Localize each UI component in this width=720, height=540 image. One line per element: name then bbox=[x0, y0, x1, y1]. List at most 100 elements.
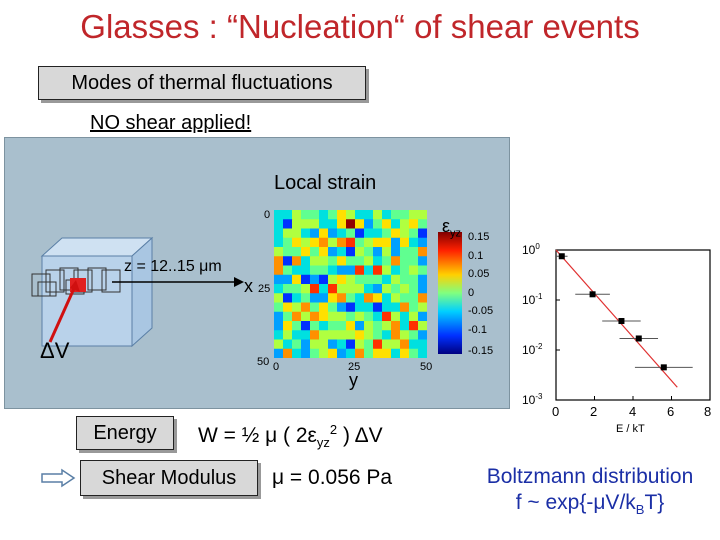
heatmap-cell bbox=[382, 302, 392, 313]
shear-modulus-label-box: Shear Modulus bbox=[80, 460, 258, 496]
heatmap-cell bbox=[355, 311, 365, 322]
heatmap-cell bbox=[292, 293, 302, 303]
heatmap-cell bbox=[355, 219, 365, 229]
energy-formula: W = ½ μ ( 2εyz2 ) ΔV bbox=[198, 422, 383, 451]
heatmap-cell bbox=[382, 293, 392, 303]
heatmap-cell bbox=[391, 284, 401, 294]
heatmap-cell bbox=[283, 348, 293, 358]
heatmap-cell bbox=[274, 339, 284, 350]
heatmap-cell bbox=[364, 256, 374, 266]
no-shear-label: NO shear applied! bbox=[90, 112, 252, 134]
heatmap-cell bbox=[355, 284, 365, 294]
heatmap-cell bbox=[283, 274, 293, 285]
heatmap-cell bbox=[292, 210, 302, 220]
heatmap-cell bbox=[337, 210, 347, 220]
heatmap-cell bbox=[364, 237, 374, 248]
heatmap-cell bbox=[328, 348, 338, 358]
heatmap-cell bbox=[409, 219, 419, 229]
heatmap-cell bbox=[274, 228, 284, 239]
heatmap-cell bbox=[382, 284, 392, 294]
delta-v-arrow bbox=[48, 280, 80, 343]
heatmap-cell bbox=[382, 321, 392, 331]
heatmap-cell bbox=[400, 284, 410, 294]
heatmap-cell bbox=[319, 256, 329, 266]
heatmap-cell bbox=[373, 339, 383, 350]
heatmap-cell bbox=[373, 348, 383, 358]
heatmap-cell bbox=[283, 210, 293, 220]
heatmap-cell bbox=[373, 330, 383, 340]
heatmap-cell bbox=[292, 237, 302, 248]
heatmap-cell bbox=[355, 330, 365, 340]
boltzmann-text: Boltzmann distribution f ~ exp{-μV/kBT} bbox=[460, 464, 720, 523]
heatmap-cell bbox=[373, 219, 383, 229]
heatmap-cell bbox=[328, 339, 338, 350]
heatmap-cell bbox=[373, 237, 383, 248]
heatmap-cell bbox=[337, 228, 347, 239]
heatmap-cell bbox=[310, 293, 320, 303]
heatmap-cell bbox=[283, 247, 293, 257]
heatmap-cell bbox=[391, 247, 401, 257]
heatmap-cell bbox=[382, 265, 392, 276]
heatmap-cell bbox=[391, 321, 401, 331]
heatmap-cell bbox=[400, 348, 410, 358]
heatmap-cell bbox=[274, 256, 284, 266]
heatmap-cell bbox=[283, 293, 293, 303]
heatmap-cell bbox=[337, 256, 347, 266]
heatmap-y-axis-label: y bbox=[349, 370, 358, 390]
heatmap-cell bbox=[274, 247, 284, 257]
heatmap-cell bbox=[364, 265, 374, 276]
chart-x-tick-6: 6 bbox=[667, 404, 674, 419]
chart-point bbox=[618, 318, 625, 325]
heatmap-cell bbox=[292, 321, 302, 331]
heatmap-cell bbox=[373, 210, 383, 220]
heatmap-cell bbox=[391, 265, 401, 276]
heatmap-cell bbox=[310, 302, 320, 313]
heatmap-cell bbox=[328, 293, 338, 303]
heatmap-cell bbox=[391, 311, 401, 322]
heatmap-cell bbox=[400, 293, 410, 303]
heatmap-cell bbox=[301, 219, 311, 229]
heatmap-cell bbox=[346, 247, 356, 257]
heatmap-cell bbox=[373, 265, 383, 276]
chart-fit-line bbox=[555, 249, 678, 388]
heatmap-cell bbox=[292, 311, 302, 322]
heatmap-cell bbox=[409, 348, 419, 358]
heatmap-cell bbox=[364, 302, 374, 313]
heatmap-cell bbox=[310, 274, 320, 285]
colorbar-tick-0: 0 bbox=[468, 287, 475, 299]
heatmap-cell bbox=[400, 330, 410, 340]
heatmap-cell bbox=[328, 247, 338, 257]
heatmap-cell bbox=[346, 237, 356, 248]
heatmap-cell bbox=[319, 284, 329, 294]
heatmap-cell bbox=[355, 265, 365, 276]
heatmap-cell bbox=[292, 247, 302, 257]
heatmap-cell bbox=[319, 247, 329, 257]
chart-x-tick-0: 0 bbox=[552, 404, 559, 419]
heatmap-cell bbox=[337, 274, 347, 285]
heatmap-cell bbox=[418, 256, 427, 266]
chart-point bbox=[558, 253, 565, 260]
heatmap-cell bbox=[418, 293, 427, 303]
heatmap-cell bbox=[283, 228, 293, 239]
heatmap-cell bbox=[328, 256, 338, 266]
heatmap-cell bbox=[409, 247, 419, 257]
heatmap-cell bbox=[346, 302, 356, 313]
heatmap-cell bbox=[328, 302, 338, 313]
heatmap-cell bbox=[418, 330, 427, 340]
heatmap-x-tick-0: 0 bbox=[273, 361, 280, 373]
heatmap-cell bbox=[346, 274, 356, 285]
heatmap-cell bbox=[301, 348, 311, 358]
heatmap-cell bbox=[400, 256, 410, 266]
heatmap-cell bbox=[310, 210, 320, 220]
heatmap-cell bbox=[382, 311, 392, 322]
heatmap-cell bbox=[400, 247, 410, 257]
chart-y-tick-3: 10-3 bbox=[522, 392, 543, 407]
chart-x-tick-2: 2 bbox=[590, 404, 597, 419]
heatmap-cell bbox=[283, 265, 293, 276]
heatmap-cell bbox=[319, 219, 329, 229]
heatmap-cell bbox=[382, 348, 392, 358]
heatmap-cell bbox=[283, 321, 293, 331]
heatmap-cell bbox=[391, 228, 401, 239]
heatmap-y-tick-50: 50 bbox=[257, 356, 270, 368]
heatmap-cell bbox=[346, 348, 356, 358]
